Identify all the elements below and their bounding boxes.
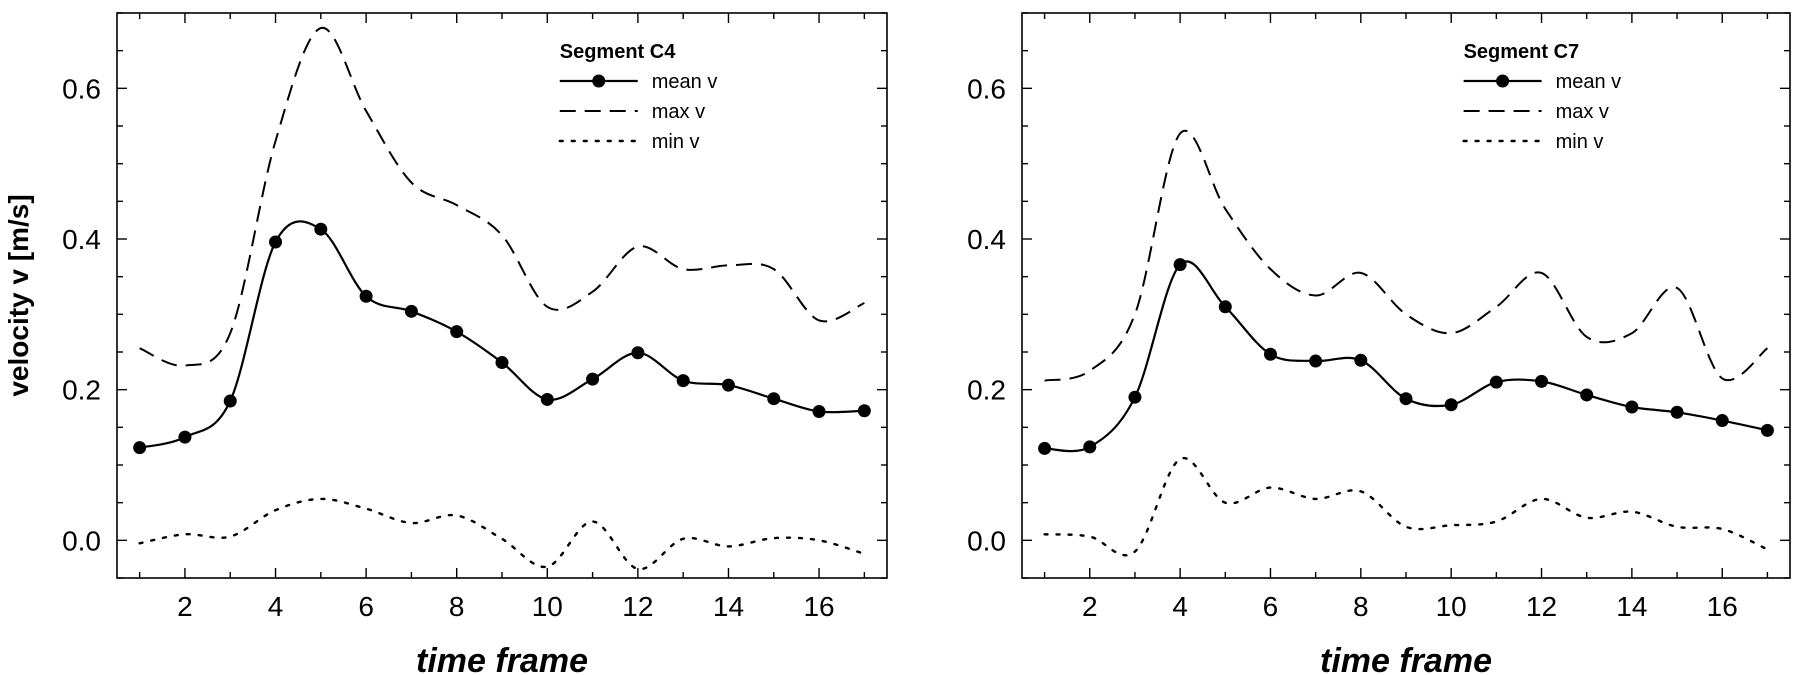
x-axis-title: time frame	[1320, 642, 1492, 675]
x-tick-label: 6	[1263, 591, 1279, 622]
data-point	[1489, 375, 1503, 389]
x-tick-label: 4	[268, 591, 284, 622]
x-tick-label: 8	[1353, 591, 1369, 622]
data-point	[1444, 398, 1458, 412]
series-line-mean-v	[139, 220, 865, 449]
data-point	[586, 372, 600, 386]
y-tick-label: 0.0	[967, 525, 1006, 556]
data-point	[1173, 258, 1187, 272]
plot-frame	[1021, 12, 1791, 579]
data-point	[359, 289, 373, 303]
legend-label: max v	[652, 101, 705, 123]
data-point	[1760, 423, 1774, 437]
data-point	[223, 394, 237, 408]
y-tick-label: 0.6	[62, 73, 101, 104]
series-line-min-v	[1043, 456, 1769, 557]
y-tick-label: 0.4	[62, 224, 101, 255]
y-axis-title: velocity v [m/s]	[3, 194, 34, 396]
series-line-min-v	[138, 497, 866, 571]
y-tick-label: 0.2	[967, 375, 1006, 406]
data-point	[1128, 390, 1142, 404]
x-tick-label: 12	[622, 591, 653, 622]
legend-marker	[592, 74, 606, 88]
data-point	[721, 378, 735, 392]
legend-label: max v	[1556, 101, 1609, 123]
legend-title: Segment C7	[1464, 41, 1580, 63]
data-point	[1038, 441, 1052, 455]
x-tick-label: 12	[1526, 591, 1557, 622]
data-point	[631, 346, 645, 360]
data-point	[1625, 400, 1639, 414]
y-tick-label: 0.4	[967, 224, 1006, 255]
data-point	[1399, 392, 1413, 406]
x-tick-label: 2	[177, 591, 193, 622]
x-tick-label: 16	[1707, 591, 1738, 622]
data-point	[767, 392, 781, 406]
data-point	[1580, 388, 1594, 402]
data-point	[1218, 300, 1232, 314]
data-point	[269, 235, 283, 249]
data-point	[812, 405, 826, 419]
data-point	[1354, 353, 1368, 367]
chart-segment-c7: 2 4 6 8 10 12 14 16 0.0 0.2 0.4 0.6 time frame Segmen…	[967, 12, 1791, 675]
data-point	[1083, 440, 1097, 454]
legend-title: Segment C4	[560, 41, 676, 63]
x-tick-label: 14	[713, 591, 744, 622]
x-tick-label: 16	[803, 591, 834, 622]
data-point	[1309, 354, 1323, 368]
data-point	[676, 374, 690, 388]
data-point	[404, 304, 418, 318]
series-line-max-v	[1044, 129, 1769, 382]
x-tick-label: 2	[1082, 591, 1098, 622]
data-point	[450, 325, 464, 339]
y-tick-label: 0.2	[62, 375, 101, 406]
legend-marker	[1496, 74, 1510, 88]
legend-label: min v	[1556, 131, 1604, 153]
data-point	[1535, 374, 1549, 388]
data-point	[495, 356, 509, 370]
data-point	[540, 392, 554, 406]
data-point	[1670, 405, 1684, 419]
x-tick-label: 10	[532, 591, 563, 622]
data-point	[314, 222, 328, 236]
x-tick-label: 10	[1436, 591, 1467, 622]
data-point	[1715, 414, 1729, 428]
data-point	[1263, 347, 1277, 361]
series-line-max-v	[139, 27, 865, 367]
legend-label: min v	[652, 131, 700, 153]
x-tick-label: 8	[449, 591, 465, 622]
x-axis-title: time frame	[416, 642, 588, 675]
series-line-mean-v	[1044, 260, 1768, 453]
x-tick-label: 6	[358, 591, 374, 622]
x-tick-label: 14	[1616, 591, 1647, 622]
y-tick-label: 0.6	[967, 73, 1006, 104]
data-point	[857, 404, 871, 418]
legend-label: mean v	[1556, 71, 1622, 93]
data-point	[133, 441, 147, 455]
chart-segment-c4: 2 4 6 8 10 12 14 16 0.0 0.2 0.4 0.6 time frame veloci…	[3, 12, 888, 675]
data-point	[178, 430, 192, 444]
plot-frame	[116, 12, 888, 579]
x-tick-label: 4	[1172, 591, 1188, 622]
y-tick-label: 0.0	[62, 525, 101, 556]
legend-label: mean v	[652, 71, 718, 93]
